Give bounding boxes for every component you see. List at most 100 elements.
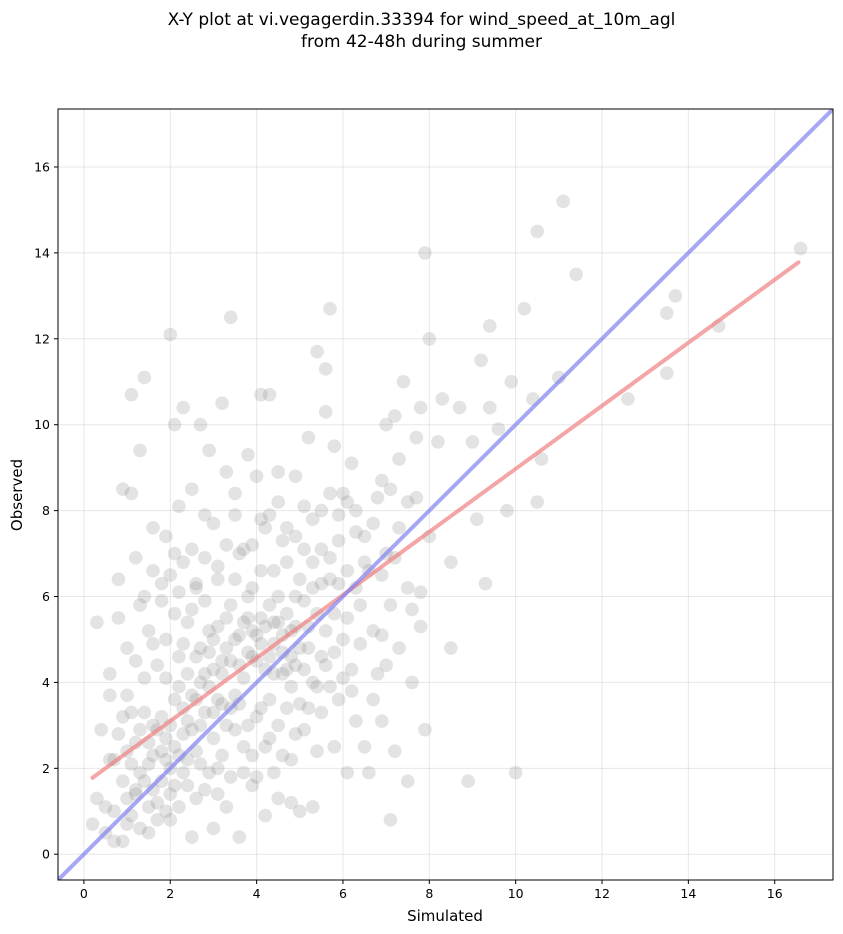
data-point <box>146 636 160 651</box>
data-point <box>280 662 294 677</box>
data-point <box>431 435 445 449</box>
data-point <box>236 740 251 754</box>
data-point <box>124 387 139 402</box>
data-point <box>318 624 333 638</box>
data-point <box>223 770 238 784</box>
data-point <box>245 624 260 638</box>
y-tick-label: 10 <box>34 417 50 432</box>
data-point <box>392 641 406 655</box>
data-point <box>111 611 126 625</box>
data-point <box>228 508 242 522</box>
data-point <box>210 619 225 634</box>
data-point <box>159 752 173 767</box>
data-point <box>409 430 424 445</box>
data-point <box>310 744 324 758</box>
data-point <box>197 551 212 565</box>
data-point <box>159 671 173 685</box>
data-point <box>193 757 208 771</box>
data-point <box>180 667 195 681</box>
data-point <box>150 795 165 810</box>
data-point <box>215 697 229 711</box>
data-point <box>400 581 415 595</box>
data-point <box>331 533 346 548</box>
chart-subtitle: from 42-48h during summer <box>301 32 542 52</box>
data-point <box>297 662 311 677</box>
data-point <box>280 520 294 535</box>
data-point <box>254 512 268 526</box>
data-point <box>262 387 277 402</box>
data-point <box>219 718 234 733</box>
data-point <box>530 224 545 239</box>
data-point <box>215 748 229 763</box>
data-point <box>137 671 152 685</box>
data-point <box>111 572 126 587</box>
data-point <box>180 615 195 630</box>
data-point <box>163 787 178 801</box>
data-point <box>137 370 152 385</box>
data-point <box>202 765 216 780</box>
data-point <box>340 765 355 780</box>
data-point <box>189 576 203 591</box>
data-point <box>172 649 186 664</box>
data-point <box>172 499 186 514</box>
data-point <box>245 538 260 552</box>
data-point <box>366 692 380 707</box>
data-point <box>185 722 199 737</box>
data-point <box>340 611 355 625</box>
data-point <box>120 641 134 655</box>
data-point <box>120 688 134 703</box>
y-tick-label: 14 <box>34 245 50 260</box>
data-point <box>254 701 268 715</box>
data-point <box>262 731 277 746</box>
data-point <box>219 641 234 655</box>
data-point <box>232 628 247 642</box>
data-point <box>163 327 178 342</box>
data-point <box>228 722 242 737</box>
data-point <box>375 628 389 642</box>
data-point <box>107 834 121 849</box>
data-point <box>197 594 212 608</box>
y-tick-label: 12 <box>34 331 50 346</box>
x-tick-label: 14 <box>680 886 696 901</box>
data-point <box>659 366 674 380</box>
data-point <box>137 774 152 789</box>
data-point <box>349 525 363 539</box>
data-point <box>180 778 195 793</box>
data-point <box>418 722 432 737</box>
data-point <box>241 718 255 733</box>
data-point <box>141 757 156 771</box>
data-point <box>180 714 195 728</box>
data-point <box>323 486 337 501</box>
data-point <box>482 400 497 415</box>
data-point <box>236 542 251 557</box>
data-point <box>318 658 333 673</box>
data-point <box>288 469 303 484</box>
data-point <box>154 576 169 591</box>
data-point <box>215 396 229 411</box>
data-point <box>336 632 350 647</box>
data-point <box>115 774 130 789</box>
data-point <box>500 503 514 518</box>
data-point <box>120 817 134 831</box>
data-point <box>370 667 385 681</box>
x-tick-label: 16 <box>767 886 783 901</box>
data-point <box>271 791 285 806</box>
data-point <box>176 765 191 780</box>
data-point <box>98 800 113 814</box>
data-point <box>176 636 191 651</box>
data-point <box>470 512 484 526</box>
data-point <box>185 688 199 703</box>
data-point <box>271 465 285 479</box>
data-point <box>206 516 221 531</box>
data-point <box>413 585 428 600</box>
data-point <box>193 641 208 655</box>
data-point <box>344 684 359 698</box>
data-point <box>154 594 169 608</box>
data-point <box>517 301 532 316</box>
data-point <box>150 658 165 673</box>
data-point <box>305 675 320 690</box>
data-point <box>349 503 363 518</box>
data-point <box>141 624 156 638</box>
x-axis-label: Simulated <box>407 907 483 925</box>
data-point <box>163 568 178 582</box>
